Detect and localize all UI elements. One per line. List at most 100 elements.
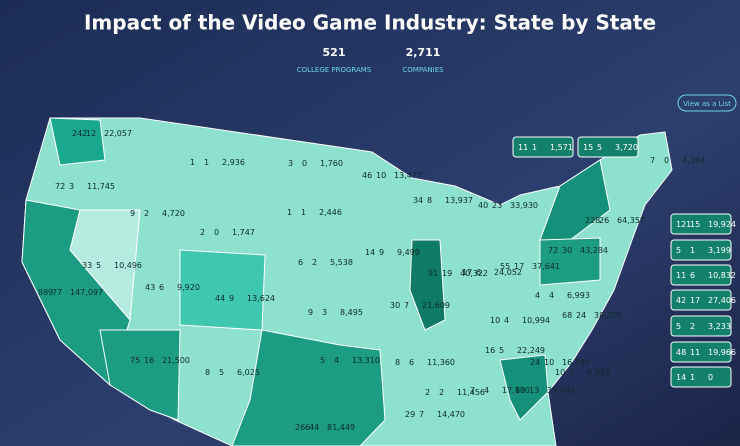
state-box [670,341,732,363]
state-figure: 4,720 [162,209,185,218]
list-button-label[interactable]: View as a List [683,100,731,108]
state-figure: 6,993 [587,368,610,377]
state-figure: 5 [320,356,325,365]
state-figure: 6,025 [237,368,260,377]
state-figure: 6,993 [567,291,590,300]
state-figure: 9,499 [397,248,420,257]
state-figure: 11 [518,143,528,152]
state-figure: 9 [229,294,234,303]
state-figure: 6 [298,258,303,267]
title: Impact of the Video Game Industry: State… [84,11,656,35]
state-label: 11 6 10,832 [670,264,736,286]
state-label: 72 30 43,284 [548,246,608,255]
state-figure: 1 [690,373,695,382]
state-figure: 5 [676,246,681,255]
state-box [577,136,639,158]
state-figure: 3 [322,308,327,317]
state-figure: 81,449 [327,423,355,432]
state-label: 9 3 8,495 [308,308,363,317]
state-figure: 7 [470,386,475,395]
list-button[interactable] [677,94,737,112]
state-figure: 0 [664,156,669,165]
state-figure: 147,097 [70,288,103,297]
state-label: 83 13 39,495 [515,386,575,395]
state-figure: 5 [499,346,504,355]
state-label: 75 16 21,500 [130,356,190,365]
state-figure: 9 [130,209,135,218]
state-figure: 44 [215,294,225,303]
state-figure: 64,357 [617,216,645,225]
state-label: 42 17 27,406 [670,289,736,311]
state-figure: 8 [395,358,400,367]
state-figure: 13,477 [394,171,422,180]
state-figure: 16 [144,356,154,365]
state-figure: 1,747 [232,228,255,237]
state-figure: 77 [52,288,62,297]
state-figure: 15 [583,143,593,152]
state-figure: 10,496 [114,261,142,270]
state-figure: 23 [492,201,502,210]
state-figure: 22,057 [104,129,132,138]
state-figure: 15 [690,220,700,229]
state-figure: 1,760 [320,159,343,168]
state-label: 91 19 40,322 [428,269,488,278]
state-figure: 14,470 [437,410,465,419]
state-figure: 38,305 [594,311,622,320]
state-label: 11 1 1,571 [512,136,574,158]
state-figure: 19 [442,269,452,278]
state-figure: 13 [529,386,539,395]
state-figure: 5 [219,368,224,377]
state-figure: 12 [86,129,96,138]
state-label: 2 2 11,456 [425,388,485,397]
state-figure: 7 [419,410,424,419]
state-figure: 91 [428,269,438,278]
state-figure: 0 [708,373,713,382]
state-figure: 24 [576,311,586,320]
state-figure: 10 [555,368,565,377]
state-figure: 55 [500,262,510,271]
state-figure: 83 [515,386,525,395]
state-figure: 13,937 [445,196,473,205]
state-label: 40 23 33,930 [478,201,538,210]
state-label: 7 4 17,100 [470,386,530,395]
state-figure: 4 [334,356,339,365]
state-figure: 27,406 [708,296,736,305]
state-figure: 11,360 [427,358,455,367]
state-label: 15 5 3,720 [577,136,639,158]
state-label: 5 4 13,310 [320,356,380,365]
state-figure: 10,994 [522,316,550,325]
state-figure: 266 [295,423,310,432]
state-figure: 26 [599,216,609,225]
state-figure: 72 [55,182,65,191]
state-figure: 24,052 [494,268,522,277]
state-label: 17 6 24,052 [462,268,522,277]
state-figure: 9,920 [177,283,200,292]
state-figure: 2 [690,322,695,331]
state-figure: 10 [544,358,554,367]
state-figure: 6 [409,358,414,367]
state-figure: 3,199 [708,246,731,255]
state-box [670,289,732,311]
state-label: 30 7 21,609 [390,301,450,310]
state-figure: 2 [439,388,444,397]
state-figure: 2 [200,228,205,237]
state-figure: 16,746 [562,358,590,367]
state-figure: 43 [145,283,155,292]
state-figure: 5 [96,261,101,270]
state-figure: 75 [130,356,140,365]
state-figure: 40 [478,201,488,210]
state-label: 48 11 19,966 [670,341,736,363]
state-label: 10 2 6,993 [555,368,610,377]
state-label: 3 0 1,760 [288,159,343,168]
state-figure: 3,233 [708,322,731,331]
state-label: 24 10 16,746 [530,358,590,367]
state-figure: 5 [676,322,681,331]
state-label: 44 9 13,624 [215,294,275,303]
state-figure: 228 [585,216,600,225]
state-figure: 2 [425,388,430,397]
state-label: 2 0 1,747 [200,228,255,237]
state-figure: 17 [462,268,472,277]
state-figure: 5,538 [330,258,353,267]
